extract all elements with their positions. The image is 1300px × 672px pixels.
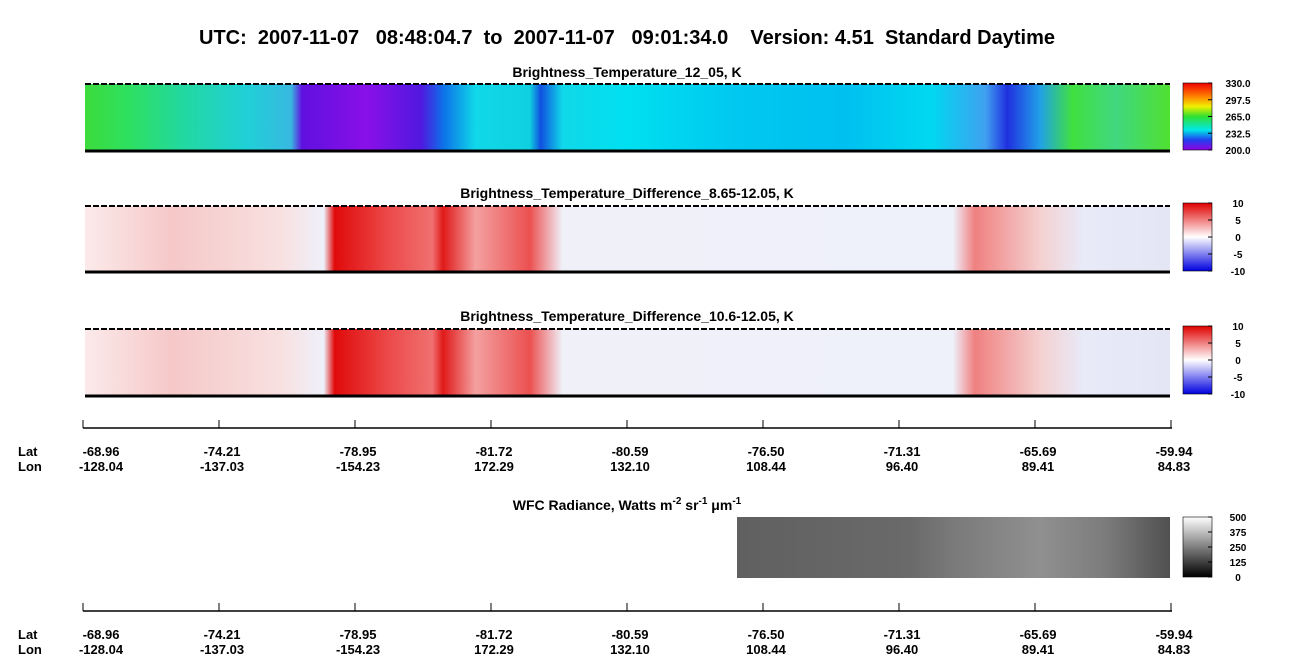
lon-value: 84.83 bbox=[1158, 459, 1191, 474]
lon-value: -128.04 bbox=[79, 642, 124, 657]
superscript: -2 bbox=[672, 496, 681, 507]
colorbar-tick-label: -5 bbox=[1234, 373, 1243, 384]
panel-image bbox=[85, 329, 1170, 396]
panel-image bbox=[85, 206, 1170, 272]
lon-value: 172.29 bbox=[474, 642, 514, 657]
colorbar-tick-label: 0 bbox=[1235, 573, 1241, 584]
lon-label: Lon bbox=[18, 642, 42, 657]
panel-title: Brightness_Temperature_Difference_10.6-1… bbox=[460, 308, 794, 324]
lat-value: -74.21 bbox=[204, 444, 241, 459]
lon-value: -154.23 bbox=[336, 459, 380, 474]
lat-value: -71.31 bbox=[884, 627, 921, 642]
colorbar-tick-label: 5 bbox=[1235, 339, 1241, 350]
colorbar bbox=[1182, 202, 1213, 272]
lat-value: -80.59 bbox=[612, 444, 649, 459]
lon-value: 132.10 bbox=[610, 459, 650, 474]
figure-title: UTC: 2007-11-07 08:48:04.7 to 2007-11-07… bbox=[199, 27, 1055, 49]
title-part: sr bbox=[681, 497, 699, 513]
lat-value: -68.96 bbox=[83, 627, 120, 642]
lat-value: -71.31 bbox=[884, 444, 921, 459]
colorbar-tick-label: 10 bbox=[1232, 322, 1244, 333]
lat-value: -59.94 bbox=[1156, 444, 1194, 459]
panel-image bbox=[737, 517, 1170, 578]
lon-value: 89.41 bbox=[1022, 642, 1055, 657]
lon-value: 108.44 bbox=[746, 642, 787, 657]
colorbar bbox=[1182, 82, 1213, 151]
lat-value: -78.95 bbox=[340, 444, 377, 459]
lat-value: -59.94 bbox=[1156, 627, 1194, 642]
colorbar-tick-label: 10 bbox=[1232, 199, 1244, 210]
superscript: -1 bbox=[699, 496, 708, 507]
colorbar-tick-label: 265.0 bbox=[1225, 113, 1250, 124]
colorbar-tick-label: 500 bbox=[1230, 513, 1247, 524]
colorbar-tick-label: 375 bbox=[1230, 528, 1247, 539]
lat-value: -65.69 bbox=[1020, 444, 1057, 459]
lon-value: -137.03 bbox=[200, 459, 244, 474]
colorbar-tick-label: 5 bbox=[1235, 216, 1241, 227]
colorbar-tick-label: 0 bbox=[1235, 233, 1241, 244]
colorbar bbox=[1182, 325, 1213, 395]
lat-value: -81.72 bbox=[476, 627, 513, 642]
lat-value: -74.21 bbox=[204, 627, 241, 642]
lon-value: -154.23 bbox=[336, 642, 380, 657]
lon-value: 89.41 bbox=[1022, 459, 1055, 474]
panel-title: Brightness_Temperature_12_05, K bbox=[512, 64, 741, 80]
lat-value: -68.96 bbox=[83, 444, 120, 459]
title-part: WFC Radiance, Watts m bbox=[513, 497, 673, 513]
colorbar-tick-label: 232.5 bbox=[1225, 129, 1250, 140]
lat-value: -76.50 bbox=[748, 627, 785, 642]
panel-title: Brightness_Temperature_Difference_8.65-1… bbox=[460, 185, 794, 201]
colorbar-tick-label: -10 bbox=[1231, 390, 1246, 401]
colorbar-tick-label: -5 bbox=[1234, 250, 1243, 261]
lon-label: Lon bbox=[18, 459, 42, 474]
lat-label: Lat bbox=[18, 444, 38, 459]
lat-value: -78.95 bbox=[340, 627, 377, 642]
colorbar-tick-label: 330.0 bbox=[1225, 79, 1250, 90]
lon-value: 108.44 bbox=[746, 459, 787, 474]
panel-title: WFC Radiance, Watts m-2 sr-1 μm-1 bbox=[513, 496, 742, 513]
colorbar-tick-label: 125 bbox=[1230, 558, 1247, 569]
lat-label: Lat bbox=[18, 627, 38, 642]
colorbar-tick-label: 250 bbox=[1230, 543, 1247, 554]
colorbar-tick-label: 0 bbox=[1235, 356, 1241, 367]
colorbar-tick-label: -10 bbox=[1231, 267, 1246, 278]
superscript: -1 bbox=[732, 496, 741, 507]
lon-value: 172.29 bbox=[474, 459, 514, 474]
panel-image bbox=[85, 84, 1170, 151]
lon-value: 96.40 bbox=[886, 459, 919, 474]
lon-value: 84.83 bbox=[1158, 642, 1191, 657]
lon-value: 132.10 bbox=[610, 642, 650, 657]
lon-value: 96.40 bbox=[886, 642, 919, 657]
lat-value: -80.59 bbox=[612, 627, 649, 642]
title-part: μm bbox=[707, 497, 732, 513]
colorbar-tick-label: 200.0 bbox=[1225, 146, 1250, 157]
colorbar-tick-label: 297.5 bbox=[1225, 96, 1250, 107]
colorbar bbox=[1182, 516, 1213, 578]
lon-value: -137.03 bbox=[200, 642, 244, 657]
lat-value: -76.50 bbox=[748, 444, 785, 459]
lat-value: -81.72 bbox=[476, 444, 513, 459]
lat-value: -65.69 bbox=[1020, 627, 1057, 642]
lon-value: -128.04 bbox=[79, 459, 124, 474]
